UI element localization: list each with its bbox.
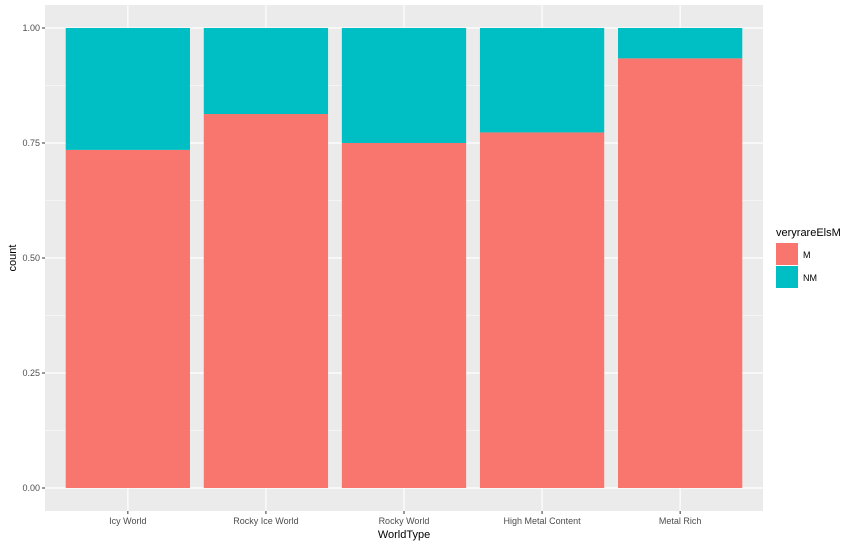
x-tick-label: Icy World	[109, 516, 146, 526]
bar-m-icy-world	[65, 149, 190, 488]
legend-label-m: M	[803, 250, 811, 260]
y-tick-label: 1.00	[22, 23, 40, 33]
bar-m-rocky-ice-world	[203, 114, 329, 489]
bar-nm-rocky-world	[341, 28, 467, 143]
bar-m-metal-rich	[618, 58, 743, 489]
y-tick-label: 0.75	[22, 138, 40, 148]
legend-key-nm	[776, 266, 798, 288]
x-tick-label: Metal Rich	[659, 516, 702, 526]
y-tick-label: 0.25	[22, 368, 40, 378]
bar-nm-high-metal-content	[479, 28, 605, 133]
bar-m-rocky-world	[341, 143, 467, 488]
legend-title: veryrareElsM	[776, 227, 841, 239]
bar-nm-rocky-ice-world	[203, 28, 329, 115]
x-axis-title: WorldType	[378, 529, 430, 541]
y-tick-label: 0.50	[22, 253, 40, 263]
x-tick-label: Rocky Ice World	[233, 516, 298, 526]
bars-group	[65, 28, 743, 489]
y-axis-title: count	[7, 245, 19, 272]
legend: veryrareElsM M NM	[776, 227, 841, 288]
bar-nm-metal-rich	[618, 28, 743, 59]
y-tick-label: 0.00	[22, 483, 40, 493]
bar-m-high-metal-content	[479, 132, 605, 489]
bar-nm-icy-world	[65, 28, 190, 150]
legend-label-nm: NM	[803, 273, 817, 283]
y-axis-ticks: 0.00 0.25 0.50 0.75 1.00	[22, 23, 45, 493]
legend-key-m	[776, 243, 798, 265]
x-tick-label: High Metal Content	[504, 516, 582, 526]
x-axis-ticks: Icy World Rocky Ice World Rocky World High …	[109, 511, 701, 526]
x-tick-label: Rocky World	[379, 516, 430, 526]
